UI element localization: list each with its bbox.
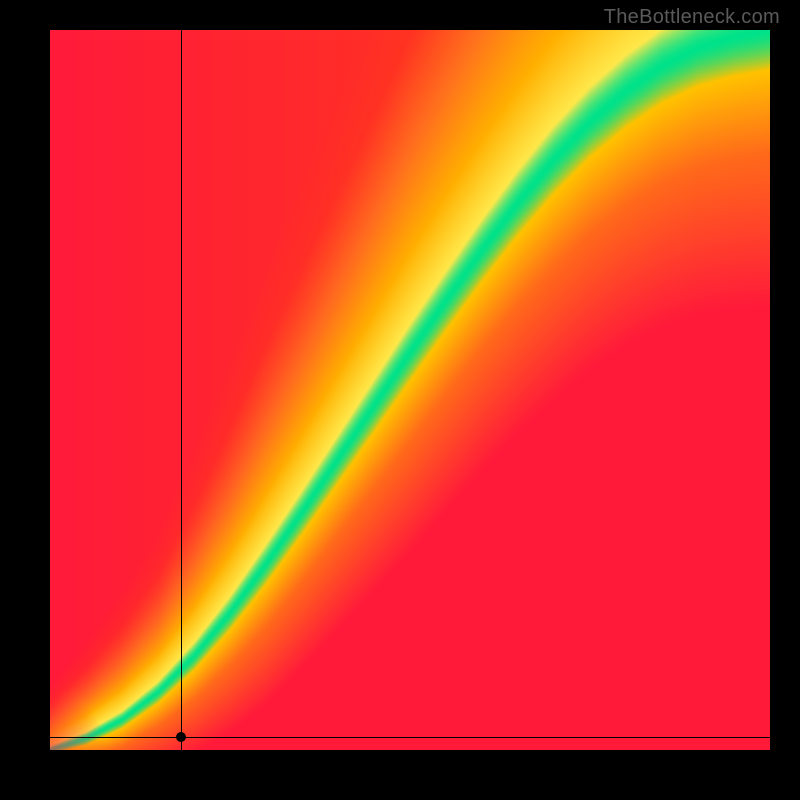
watermark-text: TheBottleneck.com: [604, 6, 780, 29]
heatmap-plot: [50, 30, 770, 750]
heatmap-canvas: [50, 30, 770, 750]
crosshair-vertical: [181, 30, 182, 750]
crosshair-marker: [176, 732, 186, 742]
crosshair-horizontal: [50, 737, 770, 738]
